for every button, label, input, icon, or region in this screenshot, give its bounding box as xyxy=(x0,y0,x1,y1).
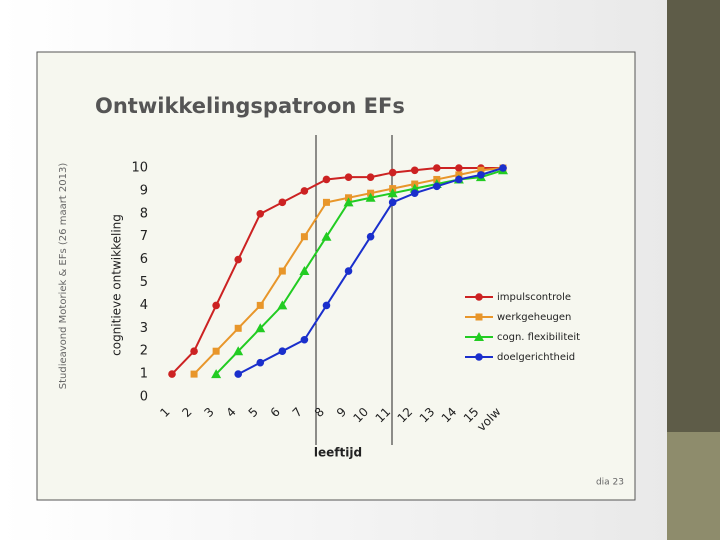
point xyxy=(475,353,483,361)
point xyxy=(499,164,507,172)
y-tick-label: 9 xyxy=(140,183,148,198)
point xyxy=(300,335,309,344)
legend-label: cogn. flexibiliteit xyxy=(497,332,580,343)
x-axis-label: leeftijd xyxy=(314,446,362,460)
point xyxy=(344,267,353,275)
y-tick-label: 0 xyxy=(140,390,148,405)
point xyxy=(343,197,354,207)
point xyxy=(256,358,265,367)
point xyxy=(366,173,375,181)
point xyxy=(234,370,242,378)
point xyxy=(344,173,353,181)
point xyxy=(475,313,483,321)
point xyxy=(211,369,222,379)
point xyxy=(477,166,485,174)
slide-frame xyxy=(36,51,636,501)
legend-label: impulscontrole xyxy=(497,292,571,303)
point xyxy=(410,189,419,197)
point xyxy=(234,324,242,332)
side-block xyxy=(667,432,720,540)
point xyxy=(299,266,310,276)
point xyxy=(455,164,463,172)
point xyxy=(366,232,375,241)
point xyxy=(212,347,220,355)
side-text: Studieavond Motoriek & EFs (26 maart 201… xyxy=(58,163,69,390)
point xyxy=(256,210,265,218)
y-tick-label: 7 xyxy=(140,229,148,244)
point xyxy=(322,175,331,184)
series-line xyxy=(171,167,503,375)
point xyxy=(322,301,331,310)
point xyxy=(277,300,288,310)
y-tick-label: 6 xyxy=(140,252,148,267)
legend-label: doelgerichtheid xyxy=(497,352,575,363)
point xyxy=(321,231,332,241)
point xyxy=(233,346,244,356)
y-tick-label: 3 xyxy=(140,321,148,336)
point xyxy=(410,166,419,175)
point xyxy=(388,168,397,177)
y-tick-label: 5 xyxy=(140,275,148,290)
y-axis-label: cognitieve ontwikkeling xyxy=(110,214,124,356)
point xyxy=(475,293,483,301)
y-tick-label: 10 xyxy=(131,161,148,176)
point xyxy=(433,182,441,191)
point xyxy=(190,347,198,356)
point xyxy=(168,370,176,378)
point xyxy=(234,255,242,264)
point xyxy=(455,175,463,184)
point xyxy=(433,164,441,172)
point xyxy=(278,198,287,207)
point xyxy=(477,171,485,179)
y-tick-label: 4 xyxy=(140,298,148,313)
point xyxy=(387,188,398,198)
y-tick-label: 8 xyxy=(140,206,148,221)
point xyxy=(256,301,264,309)
point xyxy=(190,370,198,378)
point xyxy=(474,332,484,341)
y-tick-label: 2 xyxy=(140,344,148,359)
point xyxy=(322,198,330,206)
legend-label: werkgeheugen xyxy=(497,312,571,323)
point xyxy=(300,233,308,241)
point xyxy=(278,347,287,356)
point xyxy=(255,323,266,333)
point xyxy=(388,198,397,207)
point xyxy=(212,301,220,310)
y-tick-label: 1 xyxy=(140,367,148,382)
point xyxy=(365,192,376,202)
point xyxy=(278,267,286,275)
point xyxy=(300,187,309,195)
chart-title: Ontwikkelingspatroon EFs xyxy=(95,94,405,118)
footer: dia 23 xyxy=(596,478,624,488)
